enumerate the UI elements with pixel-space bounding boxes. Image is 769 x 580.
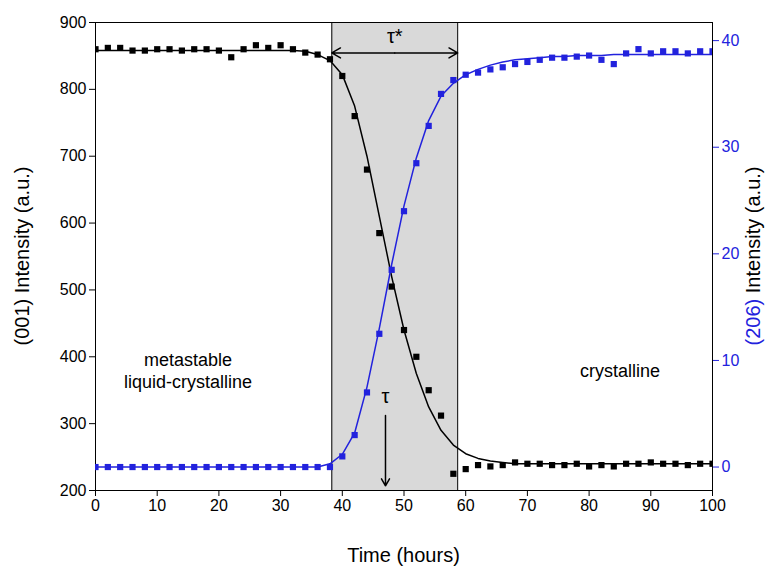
- svg-text:crystalline: crystalline: [580, 361, 660, 381]
- svg-text:500: 500: [60, 281, 87, 298]
- svg-text:400: 400: [60, 348, 87, 365]
- svg-text:metastableliquid-crystalline: metastableliquid-crystalline: [124, 350, 252, 392]
- svg-text:30: 30: [722, 138, 740, 155]
- svg-text:100: 100: [699, 497, 726, 514]
- svg-text:90: 90: [642, 497, 660, 514]
- html-text:(206): (206): [741, 298, 764, 346]
- svg-text:60: 60: [457, 497, 475, 514]
- svg-text:0: 0: [91, 497, 100, 514]
- svg-text:900: 900: [60, 14, 87, 31]
- svg-text:10: 10: [148, 497, 166, 514]
- svg-text:50: 50: [395, 497, 413, 514]
- svg-text:20: 20: [722, 245, 740, 262]
- svg-text:700: 700: [60, 147, 87, 164]
- svg-text:τ*: τ*: [387, 25, 403, 47]
- svg-text:10: 10: [722, 352, 740, 369]
- svg-text:20: 20: [210, 497, 228, 514]
- svg-text:0: 0: [722, 458, 731, 475]
- html-text:Intensity (a.u.): Intensity (a.u.): [741, 166, 764, 299]
- svg-text:600: 600: [60, 214, 87, 231]
- svg-text:300: 300: [60, 415, 87, 432]
- html-text:Time (hours): Time (hours): [347, 544, 460, 566]
- svg-text:70: 70: [519, 497, 537, 514]
- svg-text:40: 40: [722, 32, 740, 49]
- svg-text:80: 80: [580, 497, 598, 514]
- html-text:(001) Intensity (a.u.): (001) Intensity (a.u.): [10, 166, 33, 346]
- svg-text:800: 800: [60, 80, 87, 97]
- svg-text:τ: τ: [382, 385, 390, 407]
- svg-text:200: 200: [60, 482, 87, 499]
- svg-text:30: 30: [272, 497, 290, 514]
- svg-text:40: 40: [333, 497, 351, 514]
